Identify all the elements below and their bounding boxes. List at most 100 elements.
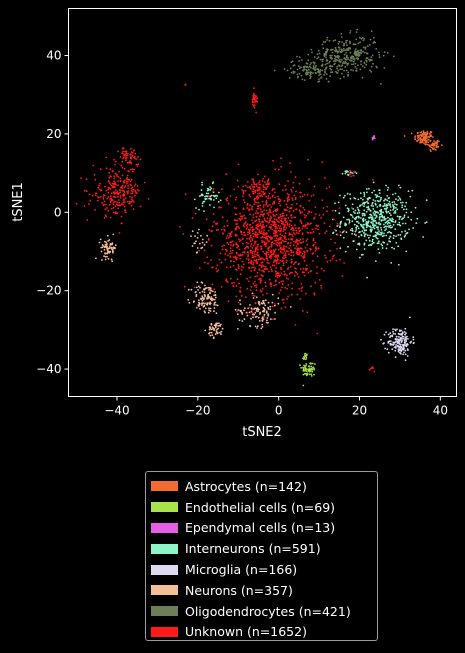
data-point xyxy=(126,154,128,157)
data-point xyxy=(122,193,125,195)
data-point xyxy=(252,216,255,219)
data-point xyxy=(196,281,199,284)
data-point xyxy=(410,340,413,343)
data-point xyxy=(243,234,246,237)
data-point xyxy=(388,197,391,199)
data-point xyxy=(238,227,241,230)
data-point xyxy=(256,325,259,328)
data-point xyxy=(253,253,256,256)
data-point xyxy=(271,253,274,256)
data-point xyxy=(249,236,252,239)
data-point xyxy=(252,297,255,299)
data-point xyxy=(355,69,357,72)
data-point xyxy=(292,232,295,234)
data-point xyxy=(112,203,115,206)
data-point xyxy=(247,186,249,189)
data-point xyxy=(101,244,104,246)
data-point xyxy=(234,227,237,230)
data-point xyxy=(112,251,114,254)
data-point xyxy=(302,384,305,387)
data-point xyxy=(96,199,99,202)
data-point xyxy=(263,193,265,196)
data-point xyxy=(109,183,112,186)
data-point xyxy=(296,273,299,276)
data-point xyxy=(260,247,263,250)
data-point xyxy=(210,244,213,247)
data-point xyxy=(361,212,364,215)
data-point xyxy=(205,307,207,310)
data-point xyxy=(340,72,343,75)
data-point xyxy=(402,217,404,220)
data-point xyxy=(83,205,86,207)
data-point xyxy=(249,187,252,190)
data-point xyxy=(301,286,304,288)
data-point xyxy=(117,207,120,210)
data-point xyxy=(233,260,235,263)
data-point xyxy=(284,184,287,187)
data-point xyxy=(334,228,336,231)
data-point xyxy=(335,259,338,262)
data-point xyxy=(379,200,382,202)
data-point xyxy=(349,197,352,200)
data-point xyxy=(244,246,247,249)
data-point xyxy=(123,167,126,170)
data-point xyxy=(254,98,256,101)
data-point xyxy=(271,228,274,231)
data-point xyxy=(285,277,288,279)
data-point xyxy=(194,242,196,245)
data-point xyxy=(101,246,104,249)
data-point xyxy=(395,207,397,209)
data-point xyxy=(379,232,382,234)
data-point xyxy=(343,62,346,65)
data-point xyxy=(203,210,205,213)
data-point xyxy=(243,222,246,225)
data-point xyxy=(363,195,366,198)
data-point xyxy=(307,53,310,56)
data-point xyxy=(344,224,346,226)
data-point xyxy=(247,255,249,258)
data-point xyxy=(252,188,255,191)
data-point xyxy=(367,221,370,224)
data-point xyxy=(400,201,402,204)
data-point xyxy=(309,248,312,251)
data-point xyxy=(225,250,228,252)
data-point xyxy=(255,296,258,299)
data-point xyxy=(305,358,307,361)
data-point xyxy=(273,264,276,267)
data-point xyxy=(273,251,276,254)
data-point xyxy=(325,187,328,190)
data-point xyxy=(235,258,238,261)
data-point xyxy=(261,270,263,272)
data-point xyxy=(238,240,241,243)
data-point xyxy=(318,279,321,281)
data-point xyxy=(107,196,110,198)
data-point xyxy=(256,100,258,103)
data-point xyxy=(108,239,111,241)
data-point xyxy=(335,55,337,58)
data-point xyxy=(282,230,285,233)
data-point xyxy=(260,194,263,197)
data-point xyxy=(348,219,351,222)
data-point xyxy=(363,61,366,64)
data-point xyxy=(191,217,194,219)
data-point xyxy=(234,308,237,311)
data-point xyxy=(123,190,125,193)
data-point xyxy=(299,211,302,213)
data-point xyxy=(103,255,105,257)
data-point xyxy=(268,262,270,265)
data-point xyxy=(333,254,335,257)
data-point xyxy=(261,323,264,326)
data-point xyxy=(234,233,237,236)
data-point xyxy=(436,143,438,146)
data-point xyxy=(137,163,140,166)
data-point xyxy=(122,150,124,153)
data-point xyxy=(423,132,426,134)
data-point xyxy=(246,226,249,229)
data-point xyxy=(252,316,254,319)
data-point xyxy=(95,257,97,260)
data-point xyxy=(394,356,397,359)
data-point xyxy=(200,298,203,301)
data-point xyxy=(256,188,259,191)
data-point xyxy=(394,333,397,335)
data-point xyxy=(249,204,252,207)
